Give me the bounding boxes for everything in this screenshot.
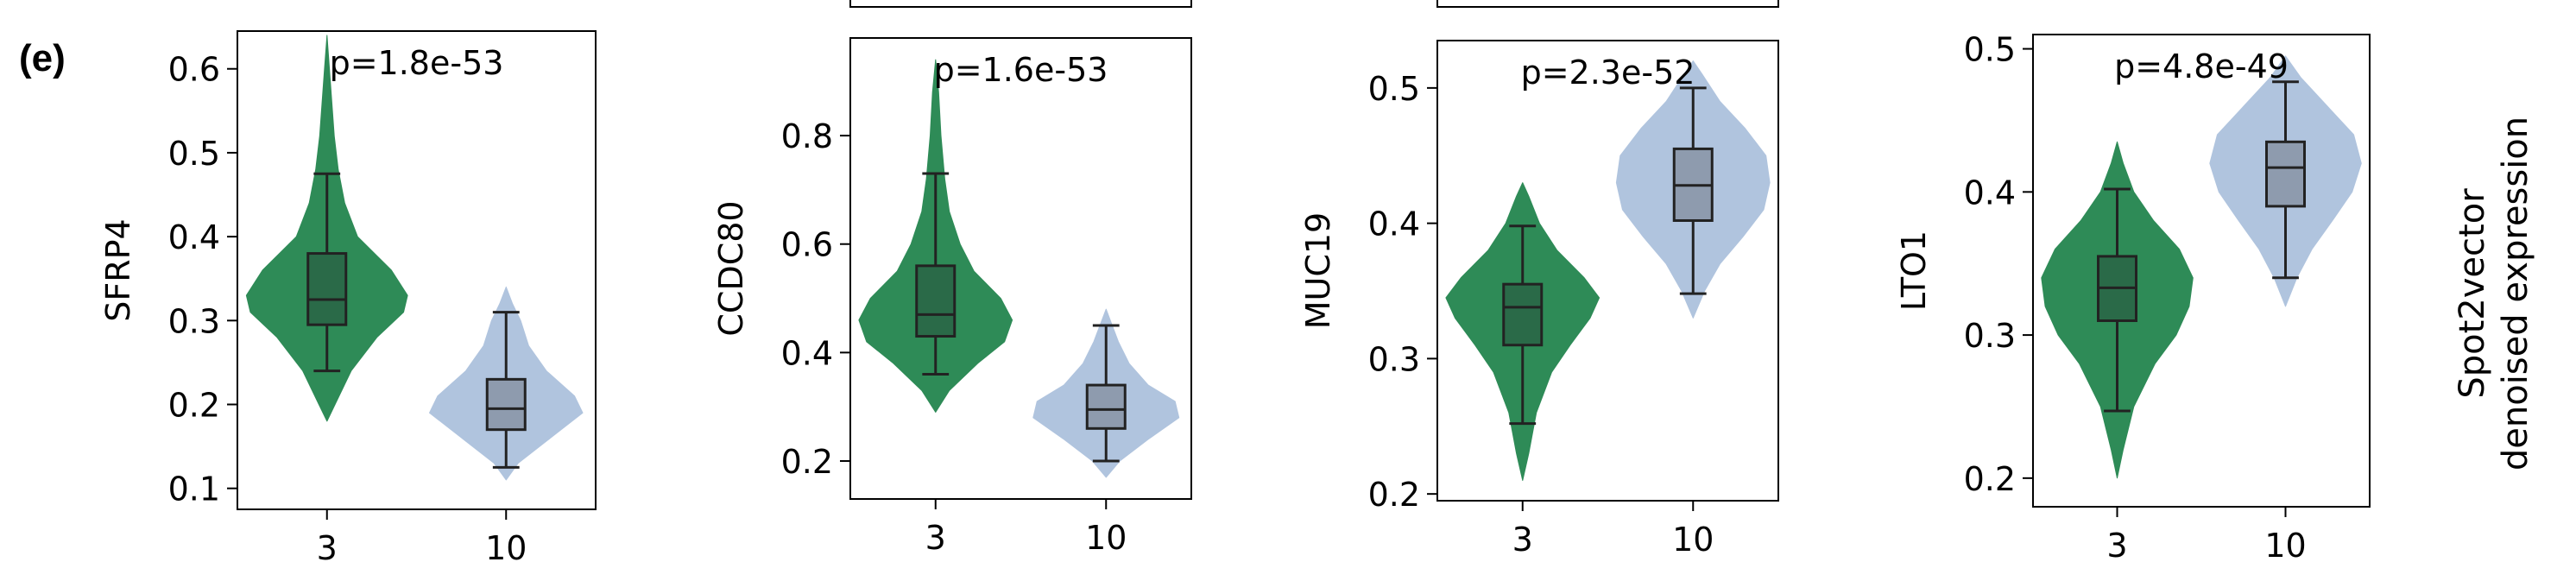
axes-frame (1436, 40, 1779, 502)
y-tick-label: 0.4 (1368, 205, 1420, 243)
x-tick-label: 3 (1512, 521, 1533, 559)
y-tick-label: 0.5 (1368, 70, 1420, 108)
box-3 (915, 264, 957, 338)
y-axis-label: LTO1 (1895, 231, 1933, 311)
side-label: Spot2vector denoised expression (2453, 117, 2535, 470)
top-cropped-frames (849, 0, 1779, 8)
chart-panel-2: 0.2 0.4 0.6 0.8 3 10 CCDC80 p=1.6e-53 (712, 37, 1192, 557)
y-tick-label: 0.1 (168, 470, 220, 508)
y-tick-label: 0.3 (1368, 340, 1420, 378)
side-label-line-1: Spot2vector (2453, 188, 2492, 399)
x-tick-label: 10 (485, 529, 527, 567)
y-tick-label: 0.2 (1964, 460, 2016, 498)
x-tick-label: 3 (317, 529, 338, 567)
violin-panels: 0.10.20.30.40.50.63 10SFRP4p=1.8e-530.20.… (99, 30, 2371, 567)
cropped-frame-right (1436, 0, 1779, 8)
p-value-annotation: p=1.6e-53 (934, 51, 1108, 89)
p-value-annotation: p=1.8e-53 (330, 44, 504, 82)
x-tick-label: 10 (1085, 519, 1127, 557)
y-axis-label: SFRP4 (99, 218, 137, 321)
x-tick-label: 10 (1672, 521, 1714, 559)
y-tick-label: 0.2 (1368, 476, 1420, 514)
axes-frame (237, 30, 597, 510)
y-tick-label: 0.3 (168, 302, 220, 340)
chart-panel-4: 0.2 0.3 0.4 0.5 3 10 LTO1 p=4.8e-49 (1895, 31, 2371, 565)
box-3 (306, 252, 348, 326)
p-value-annotation: p=2.3e-52 (1521, 54, 1695, 92)
y-tick-label: 0.4 (781, 334, 833, 372)
side-label-line-2: denoised expression (2496, 117, 2535, 470)
y-tick-label: 0.3 (1964, 317, 2016, 355)
box-10 (485, 377, 527, 432)
box-3 (1502, 282, 1544, 347)
y-tick-label: 0.5 (1964, 31, 2016, 69)
y-tick-label: 0.4 (1964, 174, 2016, 212)
box-10 (2265, 140, 2306, 208)
y-tick-label: 0.4 (168, 218, 220, 256)
y-tick-label: 0.6 (168, 51, 220, 89)
x-tick-label: 3 (925, 519, 946, 557)
box-10 (1085, 383, 1127, 430)
x-tick-label: 3 (2106, 527, 2127, 565)
y-axis-label: CCDC80 (712, 200, 750, 336)
y-tick-label: 0.6 (781, 226, 833, 264)
panel-label: (e) (19, 37, 66, 79)
chart-panel-3: 0.2 0.3 0.4 0.5 3 10 MUC19 p=2.3e-52 (1299, 40, 1779, 559)
axes-frame (849, 37, 1192, 500)
y-tick-label: 0.8 (781, 117, 833, 155)
cropped-frame-left (849, 0, 1192, 8)
x-tick-label: 10 (2264, 527, 2306, 565)
axes-frame (2032, 34, 2371, 508)
y-axis-label: MUC19 (1299, 212, 1337, 330)
y-tick-label: 0.2 (168, 387, 220, 425)
y-tick-label: 0.5 (168, 135, 220, 173)
p-value-annotation: p=4.8e-49 (2114, 47, 2289, 85)
chart-panel-1: 0.1 0.2 0.3 0.4 0.5 0.6 3 10 SFRP4 p=1.8e-53 (99, 30, 597, 567)
y-tick-label: 0.2 (781, 443, 833, 481)
